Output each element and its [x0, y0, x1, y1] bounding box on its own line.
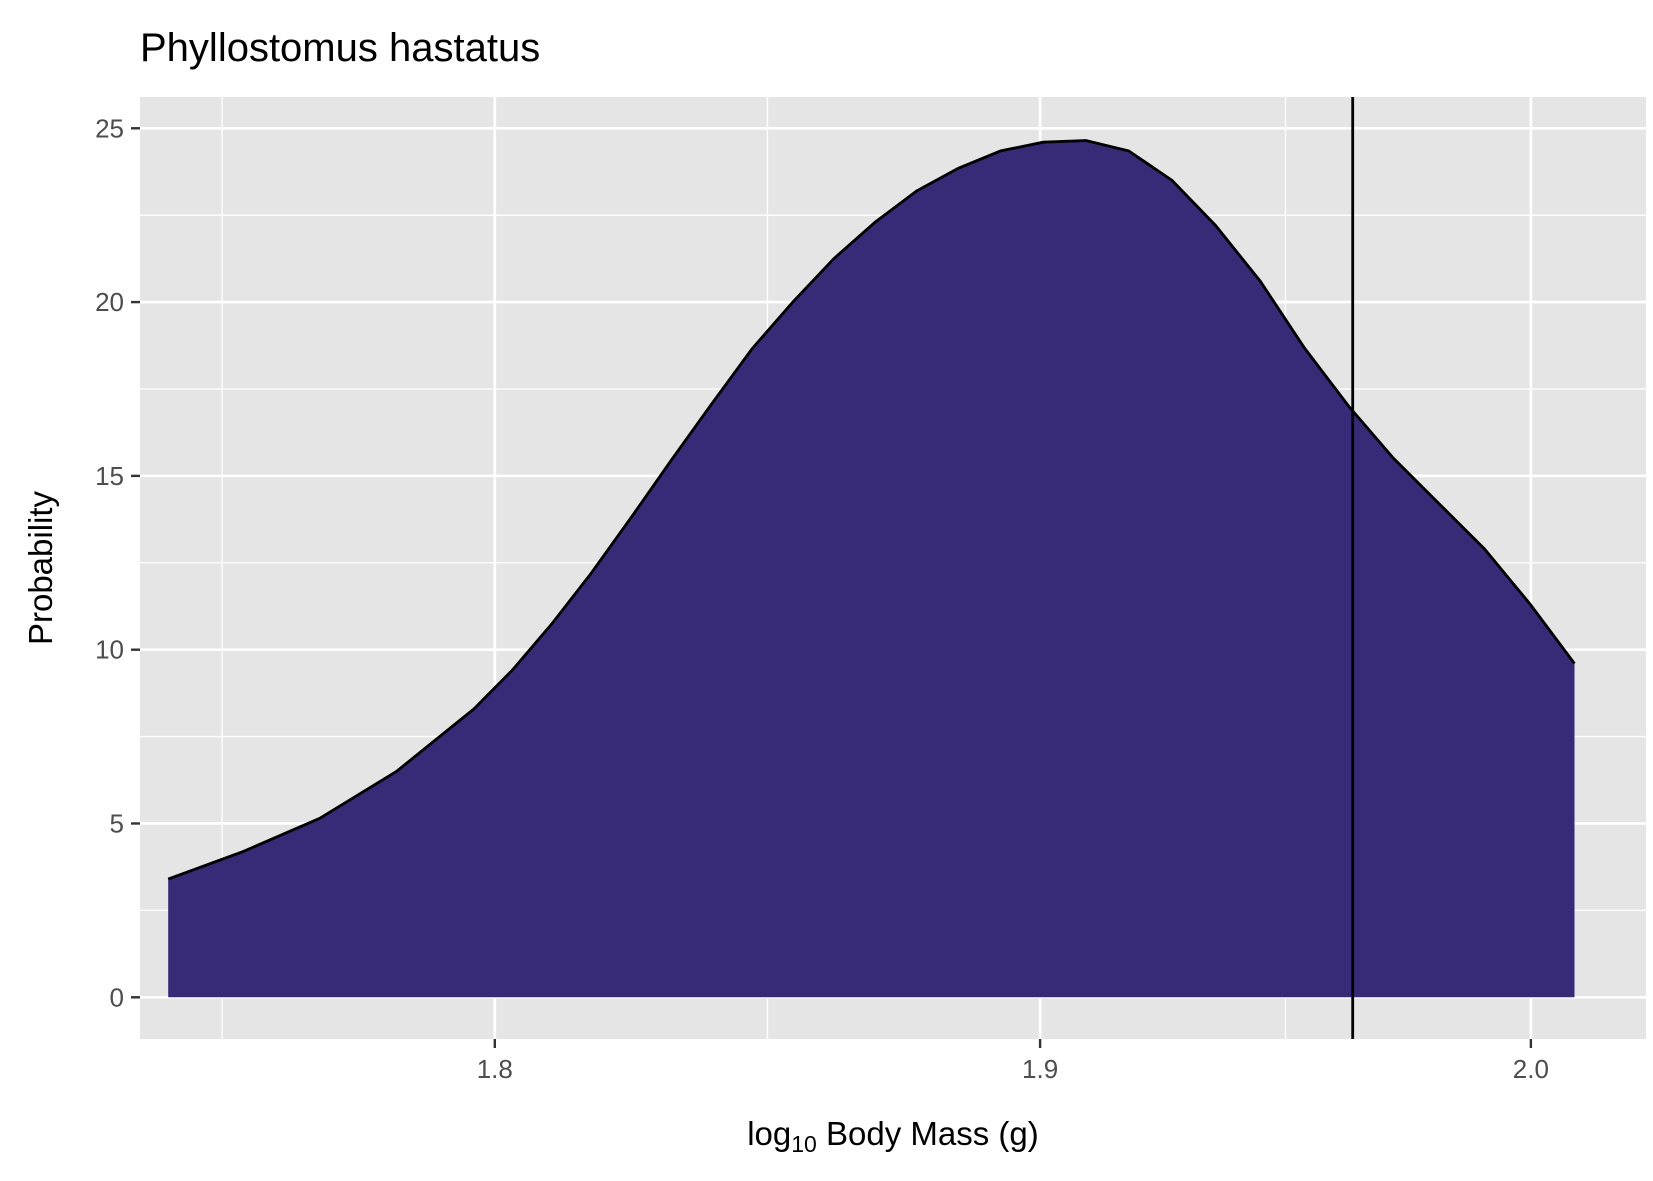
y-tick-label: 5	[110, 808, 124, 838]
x-tick-label: 2.0	[1513, 1054, 1549, 1084]
y-tick-label: 0	[110, 982, 124, 1012]
y-tick-label: 10	[95, 635, 124, 665]
x-axis-title-suffix: Body Mass (g)	[817, 1115, 1039, 1152]
x-axis: 1.8 1.9 2.0	[477, 1039, 1549, 1084]
x-axis-title: log10 Body Mass (g)	[747, 1115, 1039, 1157]
y-axis: 0 5 10 15 20 25	[95, 113, 140, 1012]
x-tick-label: 1.9	[1022, 1054, 1058, 1084]
y-axis-title: Probability	[22, 490, 59, 645]
density-line	[167, 139, 1576, 881]
y-tick-label: 15	[95, 461, 124, 491]
x-tick-label: 1.8	[477, 1054, 513, 1084]
x-axis-title-subscript: 10	[791, 1131, 817, 1157]
y-tick-label: 25	[95, 113, 124, 143]
x-axis-title-prefix: log	[747, 1115, 791, 1152]
density-area	[168, 140, 1575, 998]
chart-title: Phyllostomus hastatus	[140, 26, 540, 70]
y-tick-label: 20	[95, 287, 124, 317]
